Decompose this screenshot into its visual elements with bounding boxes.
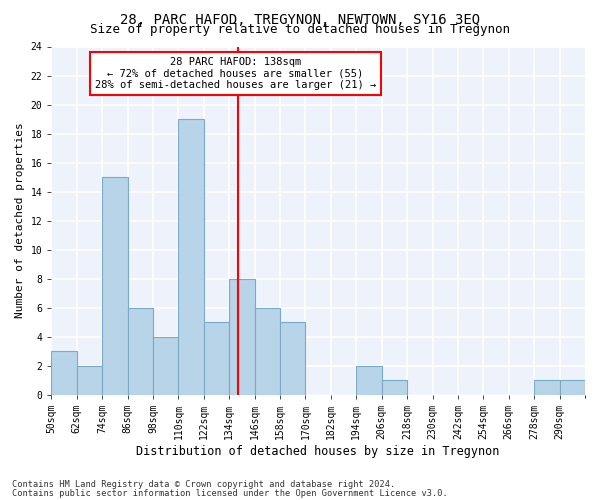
Bar	[52, 351, 77, 395]
Text: Contains HM Land Registry data © Crown copyright and database right 2024.: Contains HM Land Registry data © Crown c…	[12, 480, 395, 489]
Bar	[128, 308, 153, 394]
Bar	[102, 177, 128, 394]
Bar	[178, 119, 204, 394]
Bar	[560, 380, 585, 394]
Text: Size of property relative to detached houses in Tregynon: Size of property relative to detached ho…	[90, 24, 510, 36]
Bar	[229, 278, 254, 394]
Y-axis label: Number of detached properties: Number of detached properties	[15, 122, 25, 318]
Bar	[254, 308, 280, 394]
Bar	[204, 322, 229, 394]
Bar	[153, 336, 178, 394]
Bar	[280, 322, 305, 394]
X-axis label: Distribution of detached houses by size in Tregynon: Distribution of detached houses by size …	[136, 444, 500, 458]
Text: 28 PARC HAFOD: 138sqm
← 72% of detached houses are smaller (55)
28% of semi-deta: 28 PARC HAFOD: 138sqm ← 72% of detached …	[95, 57, 376, 90]
Bar	[382, 380, 407, 394]
Bar	[77, 366, 102, 394]
Text: 28, PARC HAFOD, TREGYNON, NEWTOWN, SY16 3EQ: 28, PARC HAFOD, TREGYNON, NEWTOWN, SY16 …	[120, 12, 480, 26]
Bar	[356, 366, 382, 394]
Text: Contains public sector information licensed under the Open Government Licence v3: Contains public sector information licen…	[12, 488, 448, 498]
Bar	[534, 380, 560, 394]
